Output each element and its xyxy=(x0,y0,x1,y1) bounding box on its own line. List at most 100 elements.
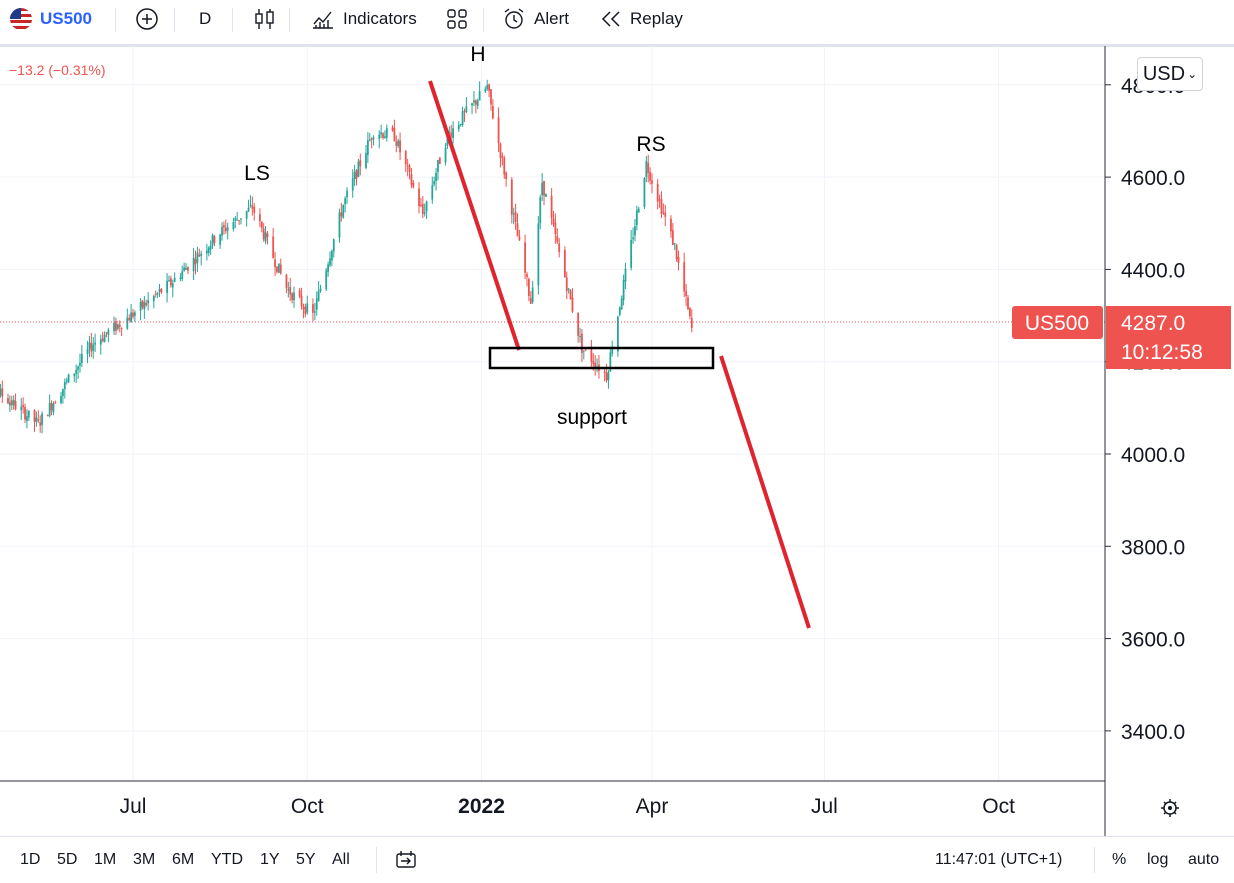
candle xyxy=(563,246,566,278)
candle xyxy=(524,234,526,280)
candle xyxy=(192,247,195,281)
candle xyxy=(474,99,477,114)
range-5y[interactable]: 5Y xyxy=(296,851,316,868)
candle xyxy=(630,230,633,271)
candle xyxy=(105,332,108,338)
candle xyxy=(662,203,665,216)
candle xyxy=(581,328,583,363)
candle xyxy=(418,182,420,214)
indicators-button[interactable]: Indicators xyxy=(311,0,417,38)
add-compare-button[interactable] xyxy=(136,0,158,38)
templates-button[interactable] xyxy=(446,0,468,38)
candle xyxy=(675,243,678,262)
candle xyxy=(569,289,572,300)
range-1y[interactable]: 1Y xyxy=(260,851,280,868)
candle xyxy=(647,154,650,183)
candle xyxy=(236,211,239,221)
candle xyxy=(240,218,242,225)
candle xyxy=(385,124,388,142)
percent-toggle[interactable]: % xyxy=(1112,851,1127,868)
log-toggle[interactable]: log xyxy=(1147,851,1169,868)
candle xyxy=(433,176,436,187)
rs-label: RS xyxy=(636,133,665,156)
candle xyxy=(198,248,201,258)
candle xyxy=(491,99,494,120)
candle xyxy=(65,377,68,385)
candle xyxy=(690,309,693,333)
candle xyxy=(62,388,64,404)
candle xyxy=(0,383,2,398)
candle xyxy=(272,228,275,259)
range-all[interactable]: All xyxy=(332,851,350,868)
candle xyxy=(488,83,491,98)
range-6m[interactable]: 6M xyxy=(172,851,195,868)
candle xyxy=(327,261,329,277)
candle xyxy=(213,235,216,247)
range-ytd[interactable]: YTD xyxy=(211,851,243,868)
candle xyxy=(88,336,91,358)
candle xyxy=(527,277,530,302)
candle xyxy=(359,153,362,176)
interval-label: D xyxy=(199,9,212,28)
projection-trendline[interactable] xyxy=(719,355,811,629)
candle xyxy=(209,240,212,255)
candle xyxy=(171,279,174,298)
candle xyxy=(412,180,415,189)
candle xyxy=(425,200,428,220)
currency-button[interactable]: USD ⌄ xyxy=(1137,57,1203,91)
settings-gear-icon[interactable] xyxy=(1161,799,1179,817)
candle xyxy=(539,194,542,230)
countdown-text: 10:12:58 xyxy=(1121,341,1203,364)
interval-button[interactable]: D xyxy=(199,0,211,38)
range-1d[interactable]: 1D xyxy=(20,851,41,868)
candle xyxy=(622,274,625,306)
candle xyxy=(332,238,335,258)
symbol-tag-text: US500 xyxy=(1025,312,1089,335)
price-tick-label: 4000.0 xyxy=(1121,444,1185,467)
candle xyxy=(550,188,553,225)
candle xyxy=(141,299,144,310)
price-chart[interactable]: LS H RS support 3400.0 3600.0 3800.0 4000.0… xyxy=(0,46,1234,836)
candle xyxy=(685,283,687,307)
candle xyxy=(169,275,172,288)
candle xyxy=(67,373,70,384)
candle xyxy=(465,96,468,114)
replay-button[interactable]: Replay xyxy=(600,0,683,38)
chart-area[interactable]: LS H RS support 3400.0 3600.0 3800.0 4000.0… xyxy=(0,46,1234,836)
candle xyxy=(156,291,159,298)
alert-button[interactable]: Alert xyxy=(502,0,569,38)
candle xyxy=(463,108,466,122)
range-3m[interactable]: 3M xyxy=(133,851,156,868)
h-down-trendline[interactable] xyxy=(428,80,521,351)
candle xyxy=(234,215,237,229)
candle xyxy=(279,258,282,275)
chart-type-button[interactable] xyxy=(254,0,276,38)
symbol-search[interactable]: US500 xyxy=(10,0,92,38)
candle xyxy=(346,187,348,204)
clock-timezone[interactable]: 11:47:01 (UTC+1) xyxy=(935,851,1063,868)
candle xyxy=(435,168,437,191)
candle xyxy=(259,208,261,228)
candle xyxy=(274,251,276,277)
candle xyxy=(688,306,691,320)
go-to-date-icon[interactable] xyxy=(395,850,417,870)
candle xyxy=(302,303,305,319)
price-tick-label: 4600.0 xyxy=(1121,167,1185,190)
candle xyxy=(79,353,81,373)
price-tick-label: 3600.0 xyxy=(1121,629,1185,652)
support-box[interactable] xyxy=(488,346,715,370)
candle xyxy=(94,333,97,352)
candle xyxy=(168,275,170,282)
candle xyxy=(329,251,331,268)
candle xyxy=(395,135,398,153)
candle xyxy=(312,298,314,322)
range-5d[interactable]: 5D xyxy=(57,851,78,868)
auto-toggle[interactable]: auto xyxy=(1188,851,1220,868)
candle xyxy=(476,98,479,110)
candle xyxy=(232,217,235,232)
candle xyxy=(264,226,267,245)
range-1m[interactable]: 1M xyxy=(94,851,117,868)
candle xyxy=(552,210,555,227)
candle xyxy=(300,287,303,310)
time-tick-label: Oct xyxy=(982,795,1015,818)
